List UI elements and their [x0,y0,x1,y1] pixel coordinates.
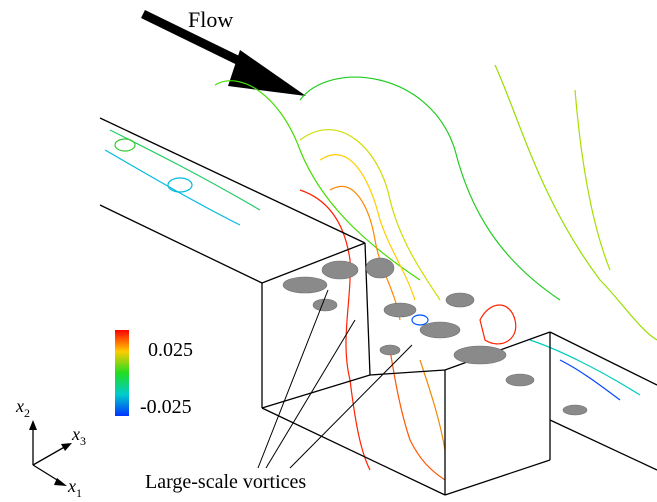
axis-label: x1 [67,476,82,500]
axis-sub: 3 [80,434,86,448]
colorbar [115,330,129,416]
axis-var: x [67,476,76,496]
leader-lines [257,289,413,469]
contours [104,64,657,481]
colorbar-max: 0.025 [148,339,193,361]
axis-var: x [15,396,24,416]
annotation: Large-scale vortices [145,471,306,493]
flow-label: Flow [188,7,233,32]
axis-label: x3 [71,424,86,448]
vortices [282,257,588,416]
axis-sub: 1 [76,486,82,500]
axis-label: x2 [15,396,30,420]
axis-sub: 2 [24,406,30,420]
coordinate-axes [29,420,72,486]
axis-var: x [71,424,80,444]
colorbar-min: -0.025 [140,396,192,418]
geometry [99,117,657,496]
